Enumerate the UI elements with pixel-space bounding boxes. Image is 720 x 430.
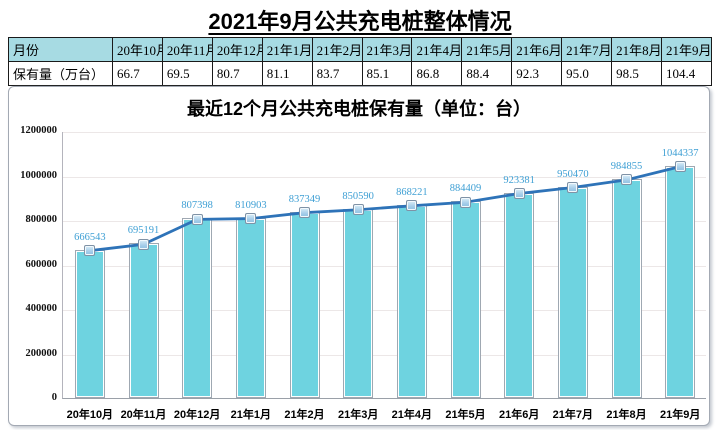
month-cell: 21年1月	[261, 37, 313, 62]
month-cell: 20年12月	[211, 37, 263, 62]
x-axis-category-label: 21年4月	[391, 409, 433, 421]
month-cell: 21年5月	[461, 37, 513, 62]
data-point-marker	[621, 174, 632, 186]
value-cell: 80.7	[211, 61, 263, 86]
data-point-label: 884409	[449, 183, 482, 195]
data-point-label: 923381	[503, 174, 535, 186]
month-cell: 21年9月	[660, 37, 713, 62]
x-axis-category-label: 20年11月	[120, 409, 167, 421]
data-point-marker	[299, 207, 310, 219]
x-axis-category-label: 20年10月	[66, 409, 114, 421]
table-row-values: 保有量（万台） 66.7 69.5 80.7 81.1 83.7 85.1 86.8 88.4…	[8, 61, 713, 86]
value-cell: 81.1	[261, 61, 313, 86]
data-point-label: 695191	[127, 225, 160, 237]
y-gridline	[63, 265, 706, 267]
data-point-marker	[245, 213, 257, 225]
y-axis-tick-label: 1200000	[20, 125, 57, 136]
data-point-label: 950470	[557, 168, 589, 180]
data-point-marker	[513, 188, 525, 200]
data-point-marker	[406, 200, 418, 212]
x-axis-category-label: 21年3月	[337, 409, 379, 421]
data-point-label: 868221	[396, 186, 428, 198]
x-axis-category-label: 21年2月	[284, 409, 325, 421]
trend-line	[89, 165, 681, 253]
month-cell: 21年8月	[611, 37, 662, 62]
y-gridline	[63, 176, 706, 178]
bar	[504, 192, 535, 398]
data-point-label: 984855	[610, 160, 643, 172]
month-cell: 21年6月	[511, 37, 563, 62]
month-cell: 21年7月	[561, 37, 613, 62]
x-axis-category-label: 21年5月	[445, 409, 486, 421]
value-cell: 92.3	[511, 61, 563, 86]
y-gridline	[63, 221, 706, 222]
data-point-label: 666543	[74, 231, 106, 243]
bar	[611, 178, 642, 398]
value-cell: 66.7	[112, 61, 163, 86]
month-cell: 21年2月	[311, 37, 363, 62]
x-axis-category-label: 20年12月	[173, 409, 221, 421]
month-cell: 20年10月	[112, 37, 163, 62]
value-header-cell: 保有量（万台）	[8, 61, 113, 86]
data-point-marker	[674, 161, 686, 173]
data-point-label: 850590	[342, 190, 374, 202]
bar	[128, 243, 159, 398]
x-axis-category-label: 21年6月	[498, 409, 540, 421]
y-axis-tick-label: 800000	[25, 214, 58, 225]
x-axis-category-label: 21年1月	[230, 409, 272, 421]
value-cell: 85.1	[361, 61, 413, 86]
data-point-marker	[191, 213, 203, 225]
month-cell: 21年3月	[361, 37, 413, 62]
stats-table: 月份 20年10月20年11月20年12月21年1月21年2月21年3月21年4…	[8, 37, 713, 86]
bar	[289, 211, 320, 398]
data-point-label: 810903	[235, 199, 267, 211]
value-cell: 95.0	[561, 61, 613, 86]
value-cell: 104.4	[660, 61, 713, 86]
value-cell: 83.7	[311, 61, 363, 86]
y-axis-tick-label: 400000	[25, 303, 58, 314]
value-cell: 98.5	[611, 61, 662, 86]
month-cell: 21年4月	[411, 37, 463, 62]
month-cell: 20年11月	[161, 37, 213, 62]
month-header-cell: 月份	[8, 37, 113, 62]
y-axis-tick-label: 0	[51, 392, 57, 403]
data-point-marker	[352, 204, 364, 216]
chart-panel: 最近12个月公共充电桩保有量（单位：台） 666543 20年10月 695191 2…	[8, 86, 710, 426]
bar	[665, 165, 696, 398]
bar	[343, 208, 374, 398]
data-point-marker	[138, 238, 149, 250]
data-point-marker	[567, 182, 579, 194]
y-axis-tick-label: 1000000	[20, 169, 57, 181]
bar	[450, 201, 481, 398]
y-axis-tick-label: 600000	[25, 258, 58, 270]
value-cell: 88.4	[461, 61, 513, 86]
data-point-marker	[84, 245, 96, 257]
bar	[396, 204, 427, 398]
x-axis-category-label: 21年7月	[552, 409, 594, 421]
x-axis-category-label: 21年9月	[659, 409, 701, 421]
data-point-label: 807398	[181, 200, 213, 212]
y-gridline	[63, 132, 706, 133]
page-title: 2021年9月公共充电桩整体情况	[208, 9, 512, 34]
table-row-months: 月份 20年10月20年11月20年12月21年1月21年2月21年3月21年4…	[8, 37, 713, 62]
data-point-marker	[460, 196, 471, 208]
value-cell: 86.8	[411, 61, 463, 86]
y-gridline	[63, 310, 706, 311]
y-axis-tick-label: 200000	[25, 347, 58, 359]
value-cell: 69.5	[161, 61, 213, 86]
y-gridline	[63, 354, 706, 356]
data-point-label: 1044337	[661, 147, 699, 159]
data-point-label: 837349	[288, 193, 321, 205]
chart-title: 最近12个月公共充电桩保有量（单位：台）	[186, 99, 532, 119]
plot-area: 666543 20年10月 695191 20年11月 807398 20年12月 8109…	[62, 132, 706, 421]
bar	[557, 186, 588, 398]
x-axis-category-label: 21年8月	[606, 409, 647, 421]
